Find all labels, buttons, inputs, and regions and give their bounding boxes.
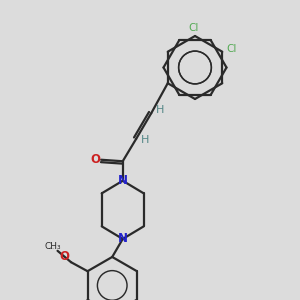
Text: H: H	[140, 135, 149, 145]
Text: Cl: Cl	[227, 44, 237, 54]
Text: Cl: Cl	[188, 22, 199, 33]
Text: methoxy: methoxy	[48, 248, 55, 249]
Text: CH₃: CH₃	[44, 242, 61, 251]
Text: H: H	[155, 105, 164, 115]
Text: O: O	[90, 153, 100, 166]
Text: N: N	[118, 232, 128, 245]
Text: O: O	[59, 250, 69, 263]
Text: N: N	[118, 174, 128, 187]
